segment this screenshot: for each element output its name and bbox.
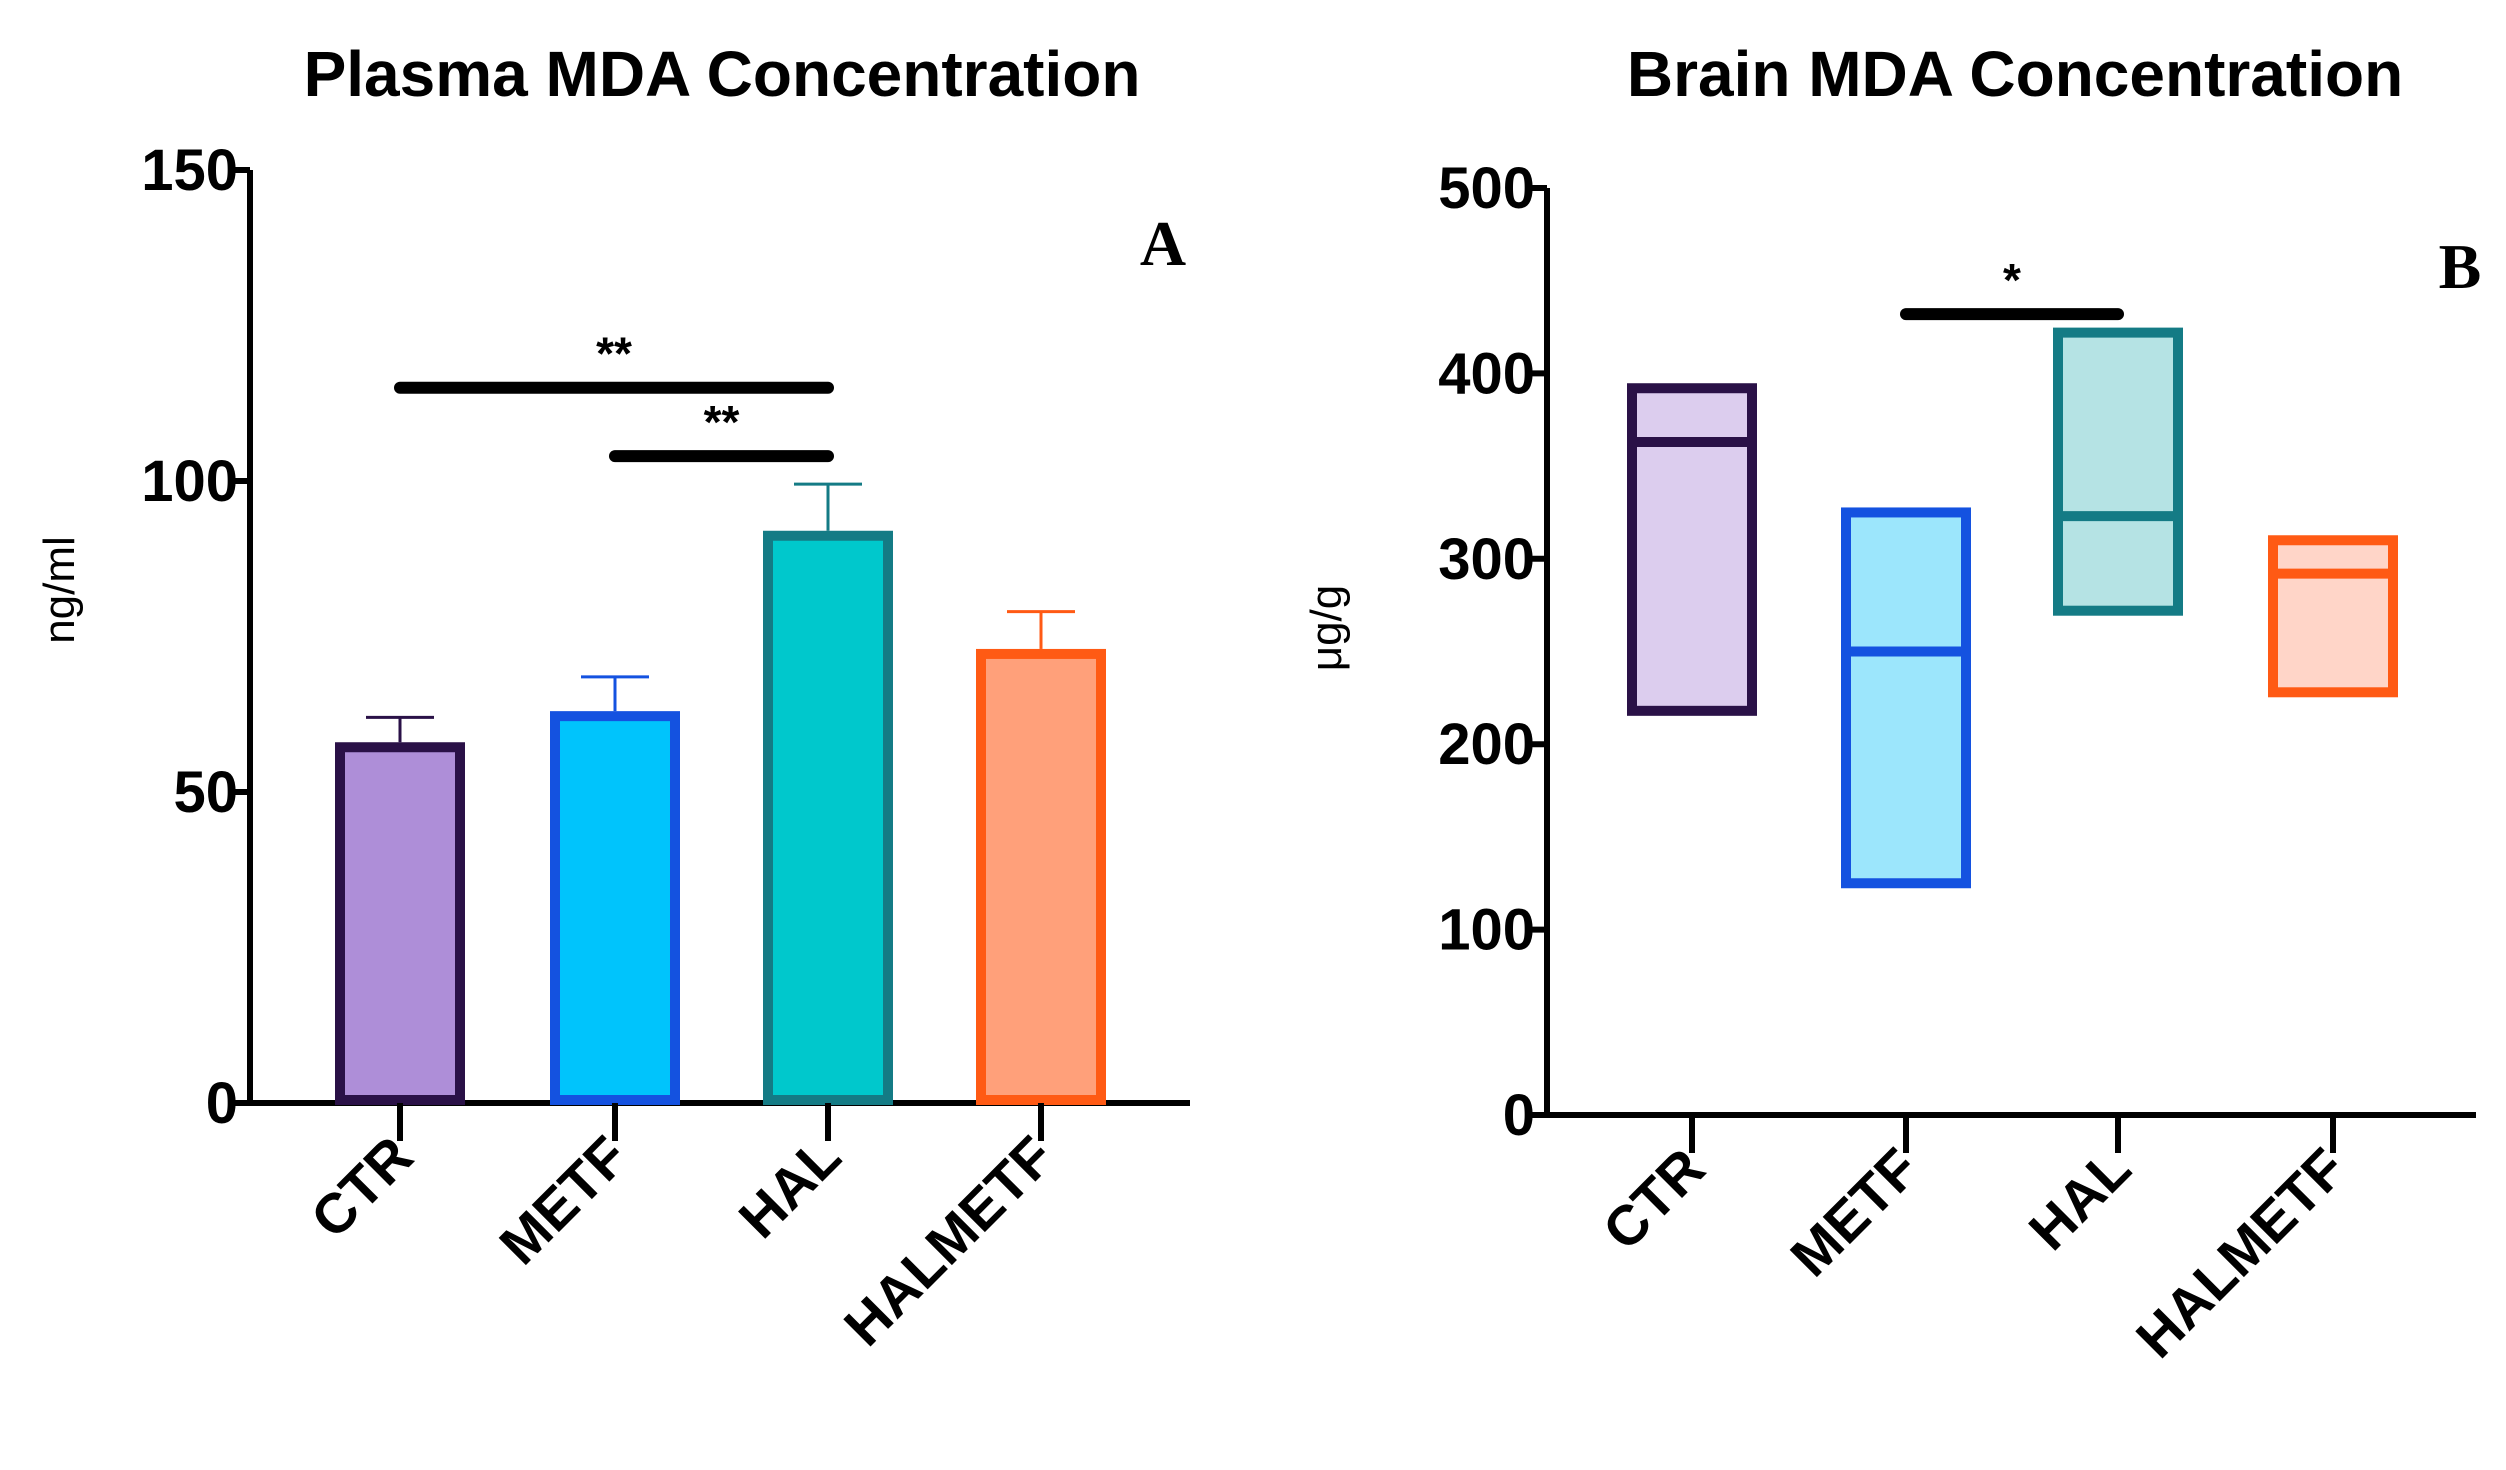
y-tick-label: 100 [141,449,238,514]
y-tick-label: 400 [1438,341,1535,406]
significance-label: ** [704,396,740,448]
y-ticks: 0 50 100 150 [141,138,250,1136]
box [1627,383,1757,716]
bar [335,742,465,1105]
boxes [1627,327,2398,889]
y-tick-label: 50 [173,760,238,825]
x-tick-label: HALMETF [832,1124,1066,1358]
x-tick-label: CTR [1591,1136,1717,1262]
significance-label: * [2003,254,2021,306]
panel-letter: B [2439,231,2482,302]
box [2053,327,2183,616]
x-tick-label: METF [487,1124,639,1276]
significance-label: ** [596,328,632,380]
panel-b-brain-chart: Brain MDA Concentration B μg/g 0 100 200 30… [1302,38,2481,1370]
y-tick-label: 0 [206,1071,238,1136]
y-ticks: 0 100 200 300 400 500 [1438,156,1547,1148]
x-tick-label: HALMETF [2124,1136,2358,1370]
bar [976,648,1106,1105]
box [1841,507,1971,889]
x-tick-label: CTR [299,1124,425,1250]
y-tick-label: 300 [1438,527,1535,592]
y-tick-label: 500 [1438,156,1535,221]
panel-a-plasma-chart: Plasma MDA Concentration A ng/ml 0 50 100 1… [35,38,1190,1358]
x-tick-label: HAL [727,1124,853,1250]
significance-annotations: * [1900,254,2124,321]
y-axis-title: ng/ml [35,536,84,644]
bar [763,530,893,1105]
box [2268,535,2398,698]
axes [1544,188,2476,1118]
y-tick-label: 100 [1438,898,1535,963]
y-tick-label: 150 [141,138,238,203]
panel-letter: A [1140,208,1186,279]
x-tick-label: HAL [2017,1136,2143,1262]
y-tick-label: 0 [1503,1083,1535,1148]
chart-title: Brain MDA Concentration [1627,38,2403,110]
y-tick-label: 200 [1438,712,1535,777]
significance-annotations: ** ** [394,328,834,463]
chart-title: Plasma MDA Concentration [304,38,1141,110]
y-axis-title: μg/g [1302,585,1351,672]
x-tick-label: METF [1778,1136,1930,1288]
bar [550,711,680,1105]
bars [335,482,1106,1105]
